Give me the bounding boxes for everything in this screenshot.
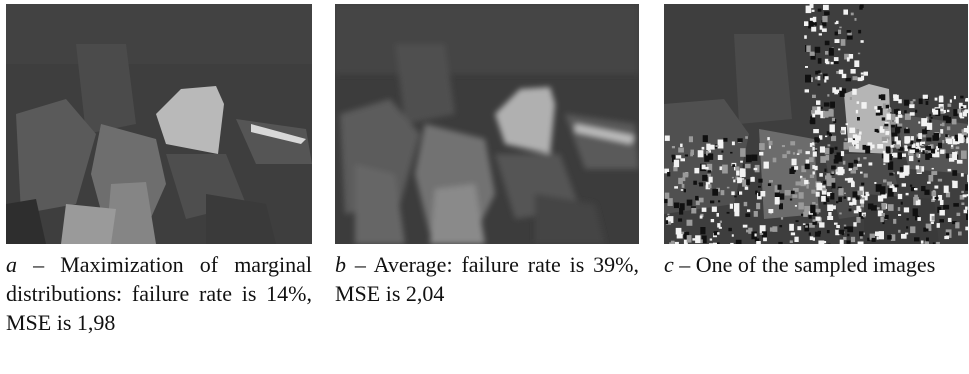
- caption-text-b: – Average: failure rate is 39%, MSE is 2…: [335, 252, 639, 306]
- figure-panel-c: c – One of the sampled images: [664, 0, 968, 279]
- figure-caption-c: c – One of the sampled images: [664, 250, 968, 279]
- caption-letter-b: b: [335, 252, 346, 277]
- figure-panel-a: a – Maximization of marginal distributio…: [6, 0, 312, 337]
- caption-letter-a: a: [6, 252, 17, 277]
- caption-text-a: – Maximization of marginal distributions…: [6, 252, 312, 335]
- figure-panel-b: b – Average: failure rate is 39%, MSE is…: [335, 0, 639, 308]
- figure-caption-a: a – Maximization of marginal distributio…: [6, 250, 312, 337]
- caption-text-c: – One of the sampled images: [673, 252, 936, 277]
- caption-letter-c: c: [664, 252, 674, 277]
- disparity-map-image-b: [335, 4, 639, 244]
- disparity-map-image-c: [664, 4, 968, 244]
- figure-caption-b: b – Average: failure rate is 39%, MSE is…: [335, 250, 639, 308]
- disparity-map-image-a: [6, 4, 312, 244]
